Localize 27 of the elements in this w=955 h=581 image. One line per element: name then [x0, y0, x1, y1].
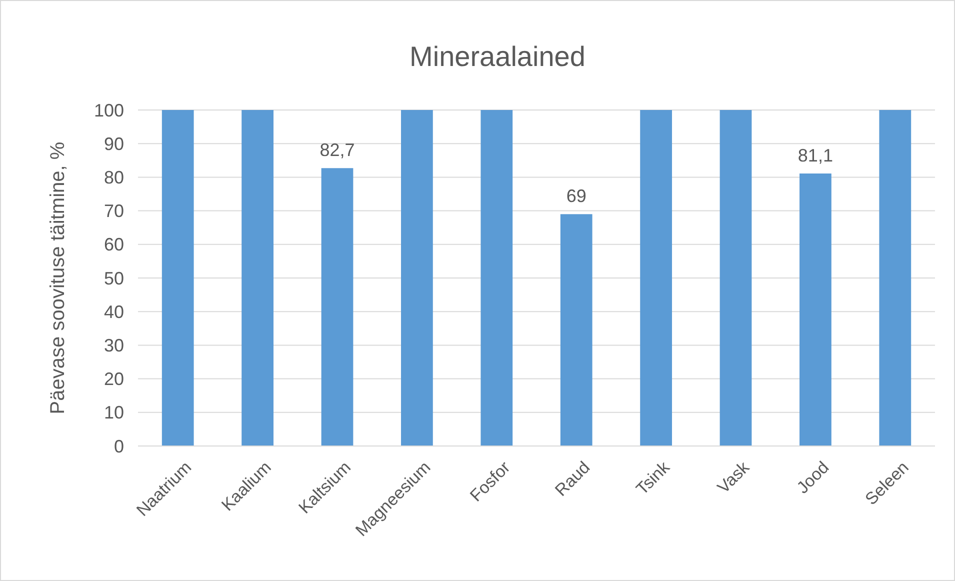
bar — [800, 174, 832, 446]
bar — [560, 214, 592, 446]
data-label: 81,1 — [798, 146, 833, 166]
data-label: 82,7 — [320, 140, 355, 160]
y-tick-label: 20 — [104, 369, 124, 390]
y-tick-label: 40 — [104, 302, 124, 322]
y-tick-label: 70 — [104, 201, 124, 222]
x-tick-label: Vask — [714, 457, 754, 498]
y-tick-label: 30 — [104, 336, 124, 356]
bar — [879, 110, 912, 446]
bar — [720, 110, 752, 446]
bar — [242, 110, 274, 446]
y-tick-label: 100 — [94, 100, 124, 120]
bar — [480, 110, 513, 446]
y-tick-label: 60 — [104, 234, 124, 255]
chart-title: Mineraalained — [410, 41, 586, 72]
data-label: 69 — [566, 186, 586, 206]
y-tick-label: 80 — [104, 168, 124, 188]
y-tick-label: 0 — [114, 436, 124, 456]
bar — [162, 110, 194, 446]
bar — [401, 110, 433, 446]
bar — [640, 110, 672, 446]
y-tick-label: 90 — [104, 134, 124, 154]
y-axis-title: Päevase soovituse täitmine, % — [47, 142, 69, 414]
y-tick-label: 50 — [104, 268, 124, 288]
y-tick-label: 10 — [104, 402, 124, 423]
bar — [321, 168, 354, 446]
